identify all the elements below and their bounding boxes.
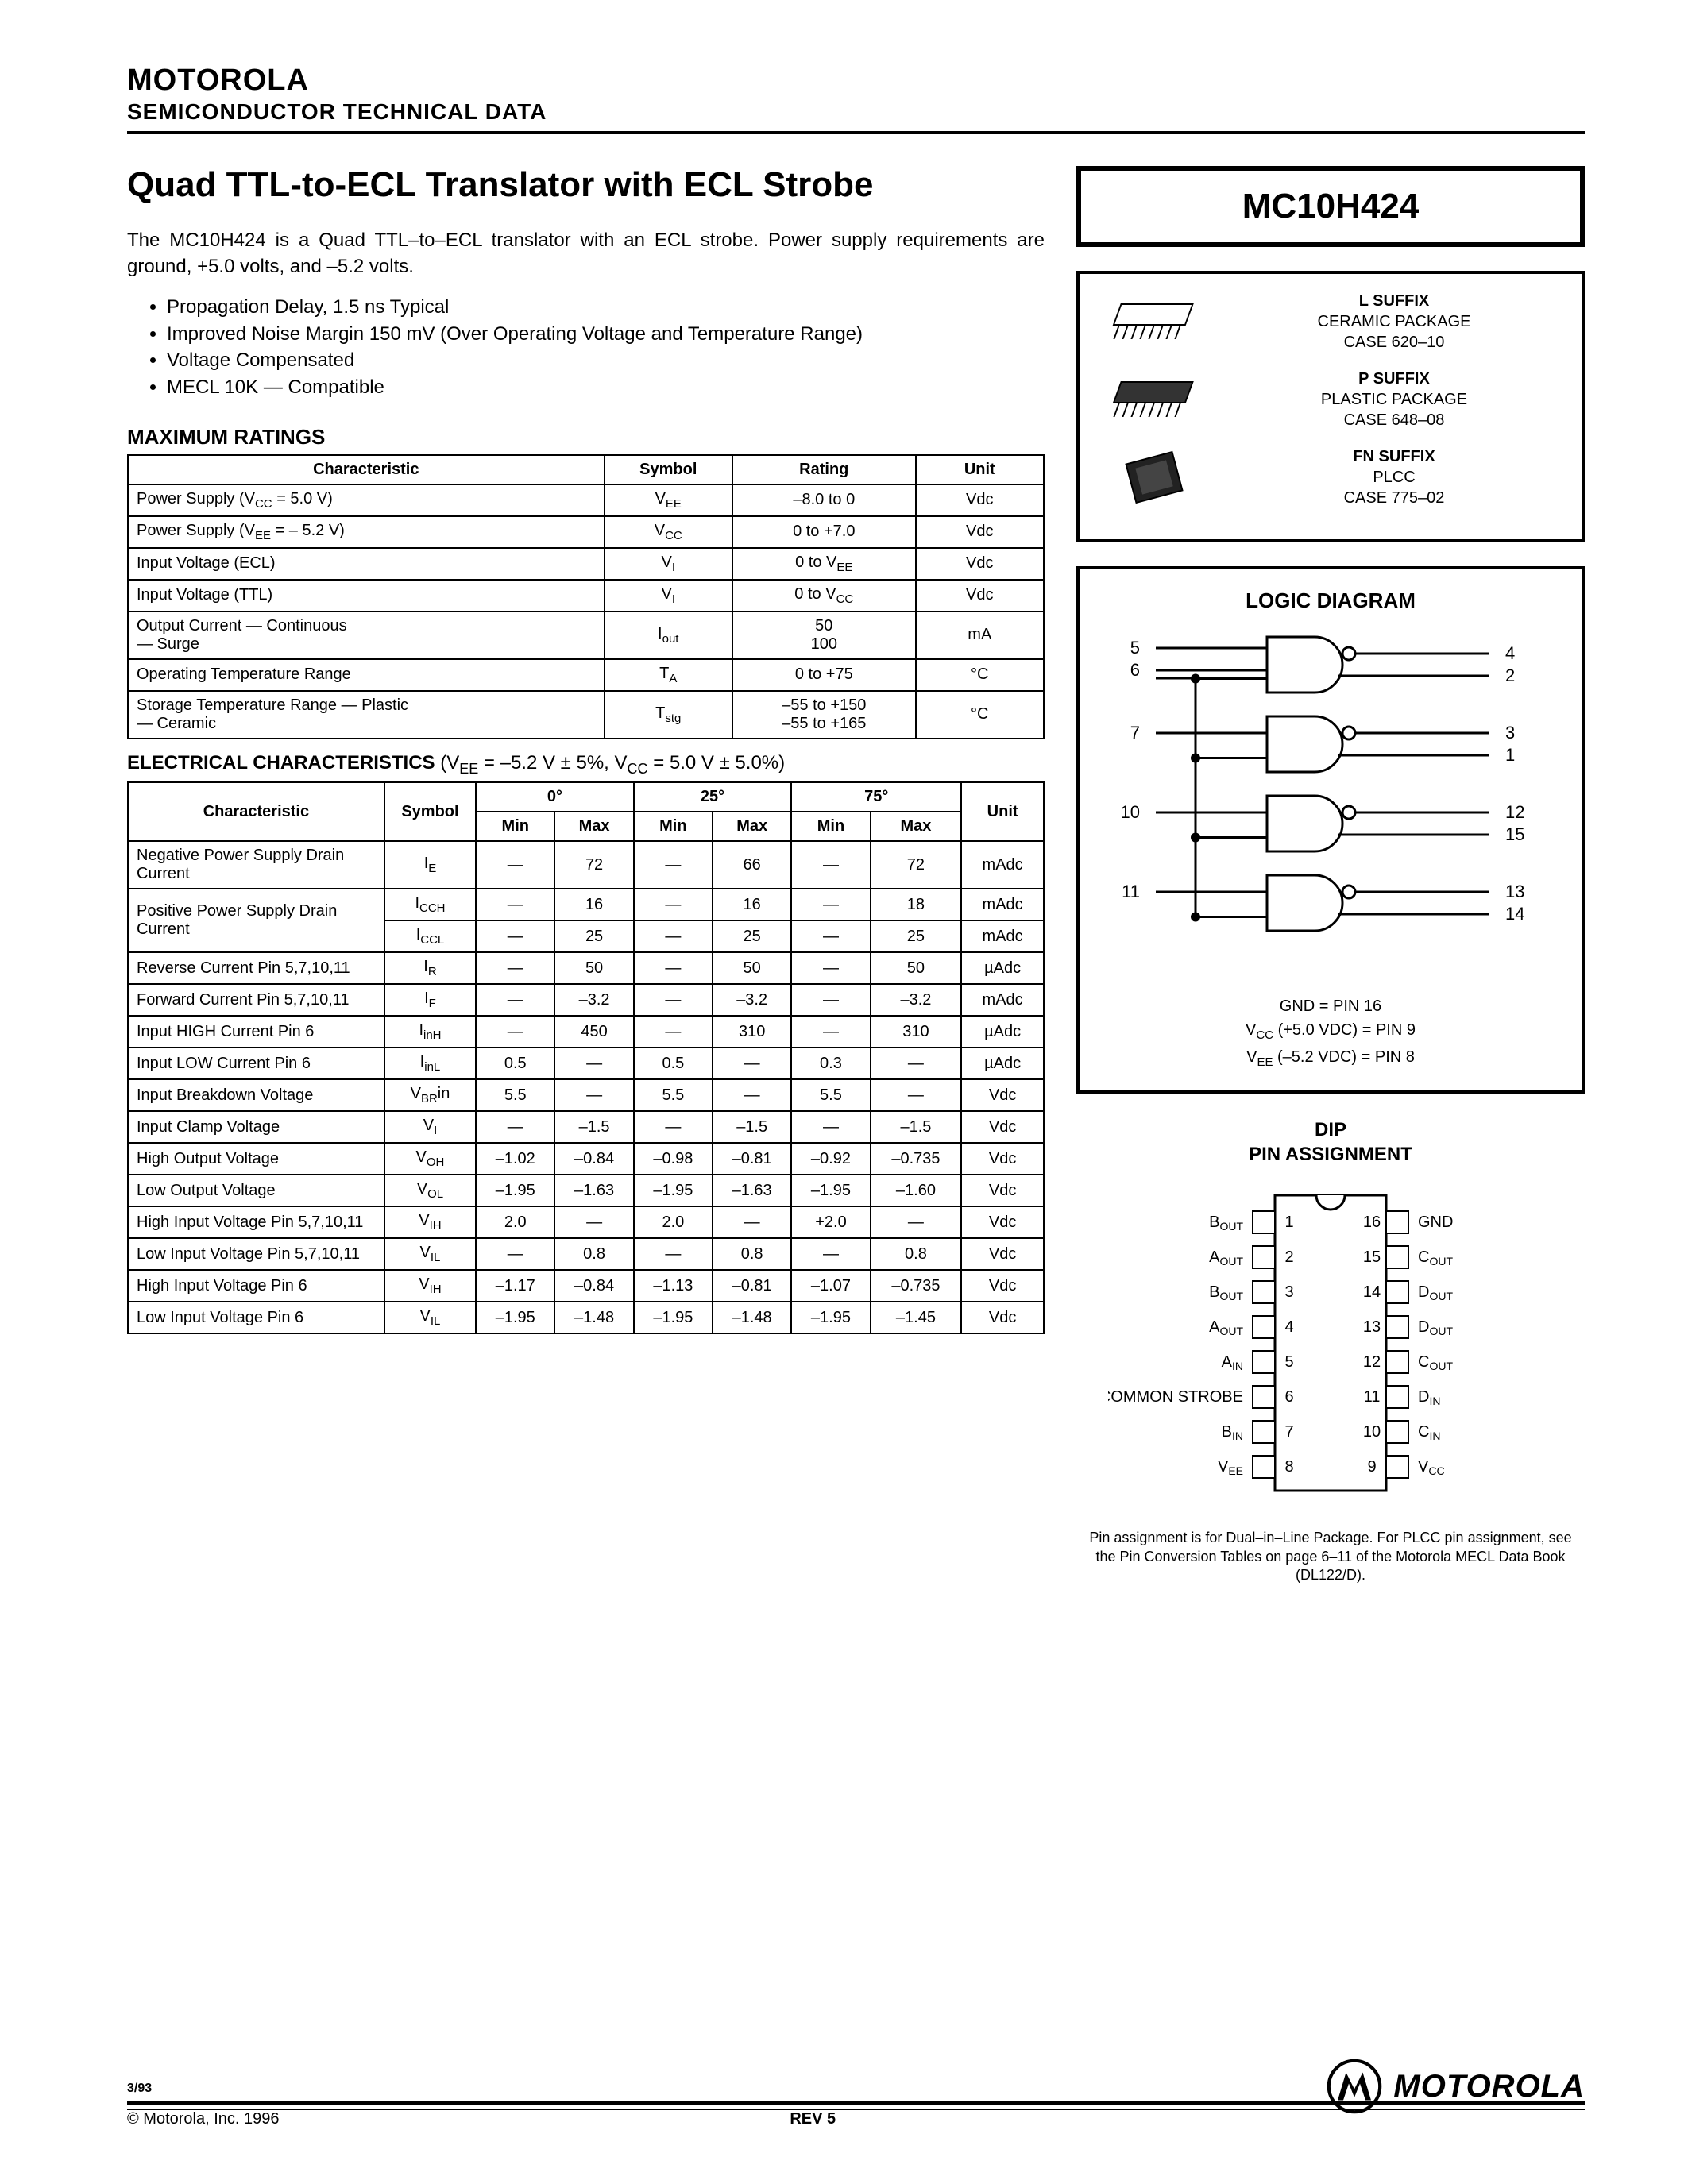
svg-text:DOUT: DOUT: [1418, 1283, 1453, 1302]
svg-text:7: 7: [1284, 1423, 1293, 1441]
svg-text:8: 8: [1284, 1458, 1293, 1476]
logic-notes: GND = PIN 16VCC (+5.0 VDC) = PIN 9VEE (–…: [1099, 994, 1562, 1071]
package-icon: [1099, 290, 1210, 353]
dip-section: DIP PIN ASSIGNMENT 1 BOUT 16 GND 2 AOUT 15 COUT…: [1076, 1117, 1585, 1585]
svg-text:11: 11: [1122, 882, 1140, 901]
package-icon: [1099, 368, 1210, 431]
svg-text:CIN: CIN: [1418, 1423, 1440, 1442]
svg-text:10: 10: [1363, 1423, 1381, 1441]
svg-text:VEE: VEE: [1218, 1458, 1243, 1477]
max-ratings-heading: MAXIMUM RATINGS: [127, 425, 1045, 450]
svg-text:2: 2: [1505, 666, 1515, 685]
col-rating: Rating: [732, 455, 916, 484]
header: MOTOROLA SEMICONDUCTOR TECHNICAL DATA: [127, 64, 1585, 134]
dip-diagram: 1 BOUT 16 GND 2 AOUT 15 COUT 3 BOUT 14 DOUT 4 AOUT 13 D…: [1108, 1179, 1553, 1513]
svg-text:12: 12: [1505, 802, 1524, 822]
svg-text:VCC: VCC: [1418, 1458, 1445, 1477]
svg-text:5: 5: [1284, 1353, 1293, 1371]
svg-text:4: 4: [1284, 1318, 1293, 1336]
svg-text:6: 6: [1130, 660, 1140, 680]
footer-logo: MOTOROLA: [1327, 2059, 1585, 2114]
svg-text:15: 15: [1363, 1248, 1381, 1266]
package-box: L SUFFIXCERAMIC PACKAGECASE 620–10 P SUF…: [1076, 271, 1585, 542]
svg-text:AOUT: AOUT: [1209, 1248, 1243, 1268]
svg-text:13: 13: [1363, 1318, 1381, 1336]
dip-title: DIP PIN ASSIGNMENT: [1076, 1117, 1585, 1167]
elec-caption-bold: ELECTRICAL CHARACTERISTICS: [127, 752, 435, 774]
max-ratings-table: Characteristic Symbol Rating Unit Power …: [127, 454, 1045, 739]
svg-text:11: 11: [1364, 1388, 1381, 1406]
subhead: SEMICONDUCTOR TECHNICAL DATA: [127, 99, 1585, 125]
svg-text:14: 14: [1505, 904, 1524, 924]
svg-text:BOUT: BOUT: [1209, 1283, 1243, 1302]
svg-text:AIN: AIN: [1222, 1353, 1243, 1372]
svg-text:2: 2: [1284, 1248, 1293, 1266]
svg-text:13: 13: [1505, 882, 1524, 901]
svg-text:DIN: DIN: [1418, 1388, 1440, 1407]
svg-text:COUT: COUT: [1418, 1248, 1453, 1268]
col-unit: Unit: [916, 455, 1044, 484]
header-rule: [127, 131, 1585, 134]
footer-brand: MOTOROLA: [1393, 2069, 1585, 2105]
svg-text:3: 3: [1505, 723, 1515, 743]
footer-rev: REV 5: [790, 2110, 836, 2128]
svg-text:15: 15: [1505, 824, 1524, 844]
svg-text:GND: GND: [1418, 1214, 1453, 1231]
elec-table: Characteristic Symbol 0° 25° 75° Unit Mi…: [127, 781, 1045, 1334]
logic-box: LOGIC DIAGRAM 56 4 2 7 31 10 1215 11 13 14 GND = …: [1076, 566, 1585, 1094]
svg-text:COUT: COUT: [1418, 1353, 1453, 1372]
footer: 3/93 © Motorola, Inc. 1996 REV 5 MOTOROL…: [127, 2082, 1585, 2128]
svg-text:3: 3: [1284, 1283, 1293, 1301]
package-text: P SUFFIXPLASTIC PACKAGECASE 648–08: [1226, 369, 1562, 430]
svg-text:9: 9: [1367, 1458, 1376, 1476]
svg-text:5: 5: [1130, 638, 1140, 658]
svg-text:16: 16: [1363, 1214, 1381, 1231]
title: Quad TTL-to-ECL Translator with ECL Stro…: [127, 166, 1045, 204]
motorola-logo-icon: [1327, 2059, 1382, 2114]
bullet: Voltage Compensated: [167, 347, 1045, 374]
bullet: Propagation Delay, 1.5 ns Typical: [167, 294, 1045, 321]
bullet: MECL 10K — Compatible: [167, 374, 1045, 401]
logic-diagram: 56 4 2 7 31 10 1215 11 13 14: [1108, 629, 1553, 978]
bullet: Improved Noise Margin 150 mV (Over Opera…: [167, 321, 1045, 348]
elec-caption: ELECTRICAL CHARACTERISTICS (VEE = –5.2 V…: [127, 752, 1045, 778]
package-text: L SUFFIXCERAMIC PACKAGECASE 620–10: [1226, 291, 1562, 353]
svg-text:1: 1: [1284, 1214, 1293, 1231]
package-icon: [1099, 446, 1210, 509]
brand: MOTOROLA: [127, 64, 1585, 98]
footer-copyright: © Motorola, Inc. 1996: [127, 2110, 280, 2128]
intro: The MC10H424 is a Quad TTL–to–ECL transl…: [127, 228, 1045, 280]
svg-text:10: 10: [1121, 802, 1140, 822]
svg-text:12: 12: [1363, 1353, 1381, 1371]
part-number: MC10H424: [1076, 166, 1585, 247]
col-characteristic: Characteristic: [128, 455, 605, 484]
dip-note: Pin assignment is for Dual–in–Line Packa…: [1076, 1529, 1585, 1584]
svg-text:7: 7: [1130, 723, 1140, 743]
svg-text:DOUT: DOUT: [1418, 1318, 1453, 1337]
main-content: Quad TTL-to-ECL Translator with ECL Stro…: [127, 166, 1585, 1585]
logic-title: LOGIC DIAGRAM: [1099, 588, 1562, 613]
svg-text:COMMON STROBE: COMMON STROBE: [1108, 1388, 1243, 1406]
svg-text:14: 14: [1363, 1283, 1381, 1301]
svg-text:6: 6: [1284, 1388, 1293, 1406]
right-column: MC10H424 L SUFFIXCERAMIC PACKAGECASE 620…: [1076, 166, 1585, 1585]
col-symbol: Symbol: [605, 455, 732, 484]
svg-text:BIN: BIN: [1222, 1423, 1243, 1442]
svg-text:BOUT: BOUT: [1209, 1214, 1243, 1233]
elec-caption-rest: (VEE = –5.2 V ± 5%, VCC = 5.0 V ± 5.0%): [435, 752, 786, 774]
left-column: Quad TTL-to-ECL Translator with ECL Stro…: [127, 166, 1045, 1585]
feature-list: Propagation Delay, 1.5 ns Typical Improv…: [167, 294, 1045, 400]
svg-text:AOUT: AOUT: [1209, 1318, 1243, 1337]
svg-text:4: 4: [1505, 643, 1515, 663]
svg-text:1: 1: [1505, 745, 1515, 765]
package-text: FN SUFFIXPLCCCASE 775–02: [1226, 446, 1562, 508]
